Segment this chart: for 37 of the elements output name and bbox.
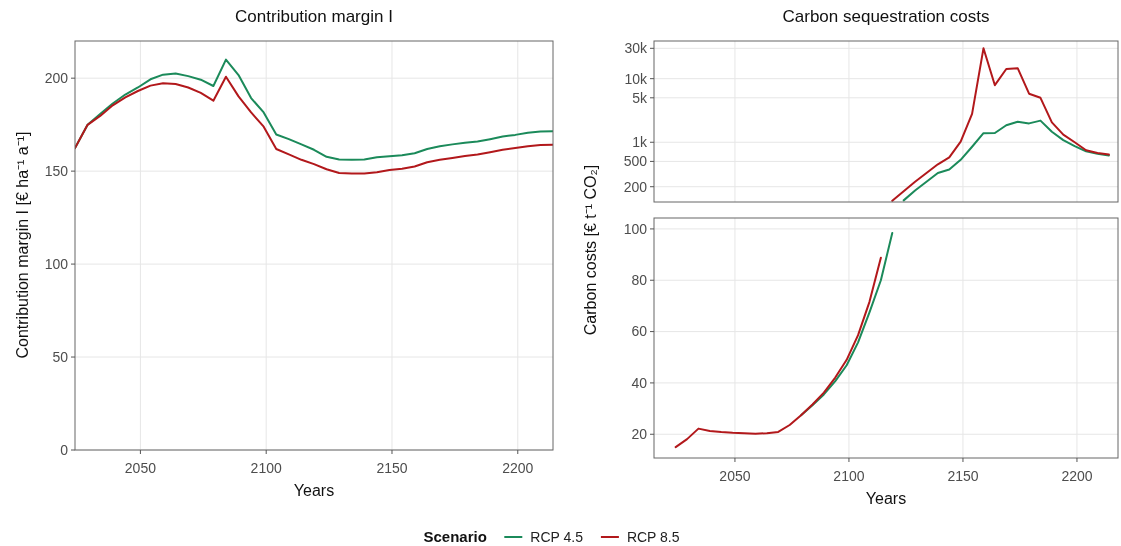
x-tick-label: 2150 xyxy=(947,467,979,484)
y-tick-label: 40 xyxy=(631,374,648,391)
x-tick-label: 2200 xyxy=(1061,467,1093,484)
y-axis-title: Contribution margin I [€ ha⁻¹ a⁻¹] xyxy=(13,131,31,359)
legend-label: RCP 8.5 xyxy=(626,528,680,545)
x-axis-title: Years xyxy=(293,481,335,499)
y-tick-label: 10k xyxy=(624,70,648,87)
y-tick-label: 20 xyxy=(631,426,648,443)
y-tick-label: 200 xyxy=(44,70,69,87)
y-tick-label: 100 xyxy=(623,220,648,237)
x-tick-label: 2150 xyxy=(376,459,408,476)
line-series xyxy=(674,256,882,449)
y-tick-label: 0 xyxy=(60,441,69,458)
x-tick-label: 2100 xyxy=(250,459,282,476)
legend-label: RCP 4.5 xyxy=(530,528,584,545)
x-tick-label: 2200 xyxy=(502,459,534,476)
line-series xyxy=(75,75,553,175)
line-series xyxy=(891,47,1110,202)
y-axis-title: Carbon costs [€ t⁻¹ CO₂] xyxy=(581,164,599,336)
x-tick-label: 2100 xyxy=(833,467,865,484)
chart-title: Contribution margin I xyxy=(235,7,393,26)
x-tick-label: 2050 xyxy=(719,467,751,484)
chart-title: Carbon sequestration costs xyxy=(782,7,990,26)
line-series xyxy=(902,119,1110,202)
y-tick-label: 200 xyxy=(623,178,648,195)
y-tick-label: 150 xyxy=(44,163,69,180)
y-tick-label: 1k xyxy=(632,134,648,151)
y-tick-label: 60 xyxy=(631,323,648,340)
y-tick-label: 100 xyxy=(44,255,69,272)
y-tick-label: 80 xyxy=(631,272,648,289)
x-axis-title: Years xyxy=(865,489,907,507)
y-tick-label: 5k xyxy=(632,89,648,106)
y-tick-label: 500 xyxy=(623,153,648,170)
x-tick-label: 2050 xyxy=(124,459,157,476)
y-tick-label: 50 xyxy=(52,348,69,365)
legend-title: Scenario xyxy=(423,528,487,546)
y-tick-label: 30k xyxy=(624,40,648,57)
